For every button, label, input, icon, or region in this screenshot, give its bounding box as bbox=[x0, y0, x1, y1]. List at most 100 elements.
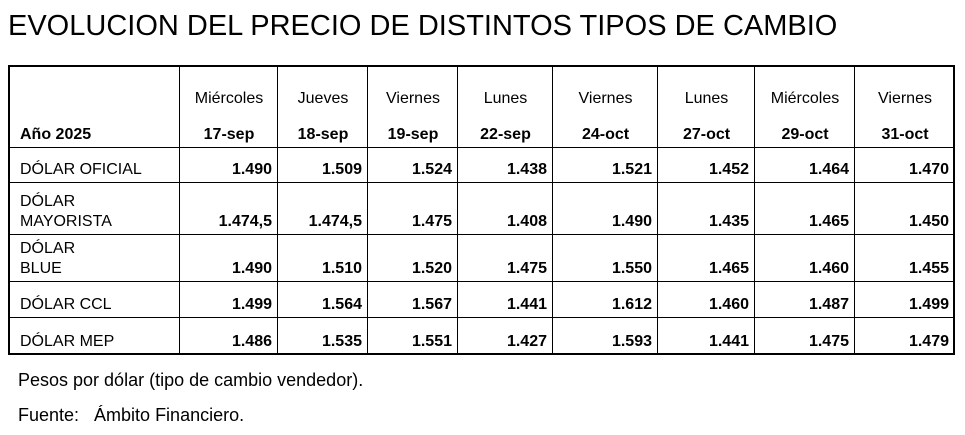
value-cell-text: 1.450 bbox=[908, 213, 949, 230]
weekday-text: Lunes bbox=[483, 90, 528, 107]
corner-text: Año 2025 bbox=[20, 126, 92, 143]
value-cell: 1.593 bbox=[553, 318, 658, 355]
value-cell-text: 1.490 bbox=[231, 260, 272, 277]
column-border bbox=[277, 67, 278, 353]
value-cell-text: 1.460 bbox=[708, 296, 749, 313]
column-border bbox=[854, 67, 855, 353]
value-cell-text: 1.427 bbox=[506, 333, 547, 350]
value-cell-text: 1.524 bbox=[411, 161, 452, 178]
value-cell-text: 1.520 bbox=[411, 260, 452, 277]
table: Miércoles Jueves Viernes Lunes Viernes Lunes M… bbox=[8, 65, 955, 355]
value-cell-text: 1.499 bbox=[231, 296, 272, 313]
value-cell: 1.474,5 bbox=[278, 183, 368, 235]
value-cell-text: 1.550 bbox=[611, 260, 652, 277]
date: 27-oct bbox=[658, 112, 755, 148]
value-cell: 1.475 bbox=[755, 318, 855, 355]
value-cell: 1.567 bbox=[368, 282, 458, 318]
date-text: 17-sep bbox=[203, 126, 255, 143]
value-cell: 1.475 bbox=[458, 235, 553, 282]
value-cell-text: 1.474,5 bbox=[218, 213, 272, 230]
value-cell: 1.487 bbox=[755, 282, 855, 318]
value-cell-text: 1.499 bbox=[908, 296, 949, 313]
value-cell: 1.408 bbox=[458, 183, 553, 235]
row-border bbox=[10, 182, 953, 183]
column-border bbox=[457, 67, 458, 353]
note: Pesos por dólar (tipo de cambio vendedor… bbox=[18, 370, 364, 390]
value-cell-text: 1.564 bbox=[321, 296, 362, 313]
value-cell: 1.521 bbox=[553, 148, 658, 183]
row-label-text: DÓLAR MAYORISTA bbox=[20, 193, 112, 230]
date-text: 24-oct bbox=[581, 126, 630, 143]
value-cell: 1.510 bbox=[278, 235, 368, 282]
value-cell-text: 1.475 bbox=[411, 213, 452, 230]
column-border bbox=[367, 67, 368, 353]
row-label: DÓLAR BLUE bbox=[10, 235, 180, 282]
value-cell-text: 1.408 bbox=[506, 213, 547, 230]
value-cell: 1.520 bbox=[368, 235, 458, 282]
value-cell-text: 1.487 bbox=[808, 296, 849, 313]
value-cell: 1.427 bbox=[458, 318, 553, 355]
row-label-text: DÓLAR MEP bbox=[20, 333, 115, 350]
row-border bbox=[10, 281, 953, 282]
value-cell-text: 1.567 bbox=[411, 296, 452, 313]
date-text: 18-sep bbox=[297, 126, 349, 143]
date-text: 29-oct bbox=[781, 126, 829, 143]
value-cell: 1.475 bbox=[368, 183, 458, 235]
value-cell-text: 1.479 bbox=[908, 333, 949, 350]
weekday-text: Miércoles bbox=[194, 90, 264, 107]
row-border bbox=[10, 317, 953, 318]
weekday-text: Lunes bbox=[684, 90, 729, 107]
value-cell: 1.486 bbox=[180, 318, 278, 355]
value-cell: 1.452 bbox=[658, 148, 755, 183]
weekday: Miércoles bbox=[755, 67, 855, 112]
value-cell: 1.460 bbox=[658, 282, 755, 318]
value-cell-text: 1.465 bbox=[808, 213, 849, 230]
value-cell-text: 1.438 bbox=[506, 161, 547, 178]
value-cell: 1.551 bbox=[368, 318, 458, 355]
value-cell-text: 1.464 bbox=[808, 161, 849, 178]
corner: Año 2025 bbox=[10, 112, 180, 148]
value-cell: 1.490 bbox=[180, 148, 278, 183]
source: Fuente: Ámbito Financiero. bbox=[18, 405, 245, 425]
value-cell: 1.612 bbox=[553, 282, 658, 318]
weekday-text: Jueves bbox=[297, 90, 349, 107]
row-label-text: DÓLAR BLUE bbox=[20, 240, 76, 277]
column-border bbox=[657, 67, 658, 353]
row-label: DÓLAR CCL bbox=[10, 282, 180, 318]
value-cell-text: 1.474,5 bbox=[308, 213, 362, 230]
value-cell-text: 1.441 bbox=[708, 333, 749, 350]
value-cell-text: 1.535 bbox=[321, 333, 362, 350]
weekday: Viernes bbox=[553, 67, 658, 112]
value-cell-text: 1.486 bbox=[231, 333, 272, 350]
weekday-text: Viernes bbox=[578, 90, 633, 107]
value-cell-text: 1.510 bbox=[321, 260, 362, 277]
value-cell: 1.450 bbox=[855, 183, 955, 235]
date: 29-oct bbox=[755, 112, 855, 148]
weekday: Lunes bbox=[458, 67, 553, 112]
row-border bbox=[10, 147, 953, 148]
value-cell-text: 1.470 bbox=[908, 161, 949, 178]
value-cell: 1.438 bbox=[458, 148, 553, 183]
value-cell: 1.509 bbox=[278, 148, 368, 183]
value-cell-text: 1.593 bbox=[611, 333, 652, 350]
value-cell-text: 1.465 bbox=[708, 260, 749, 277]
value-cell: 1.435 bbox=[658, 183, 755, 235]
value-cell: 1.550 bbox=[553, 235, 658, 282]
column-border bbox=[754, 67, 755, 353]
date: 22-sep bbox=[458, 112, 553, 148]
value-cell-text: 1.475 bbox=[808, 333, 849, 350]
value-cell-text: 1.490 bbox=[611, 213, 652, 230]
value-cell: 1.499 bbox=[855, 282, 955, 318]
value-cell: 1.455 bbox=[855, 235, 955, 282]
date: 19-sep bbox=[368, 112, 458, 148]
value-cell: 1.441 bbox=[458, 282, 553, 318]
value-cell-text: 1.509 bbox=[321, 161, 362, 178]
value-cell: 1.490 bbox=[180, 235, 278, 282]
date-text: 31-oct bbox=[881, 126, 929, 143]
weekday: Jueves bbox=[278, 67, 368, 112]
row-label-text: DÓLAR CCL bbox=[20, 296, 112, 313]
value-cell-text: 1.475 bbox=[506, 260, 547, 277]
value-cell: 1.564 bbox=[278, 282, 368, 318]
value-cell: 1.441 bbox=[658, 318, 755, 355]
